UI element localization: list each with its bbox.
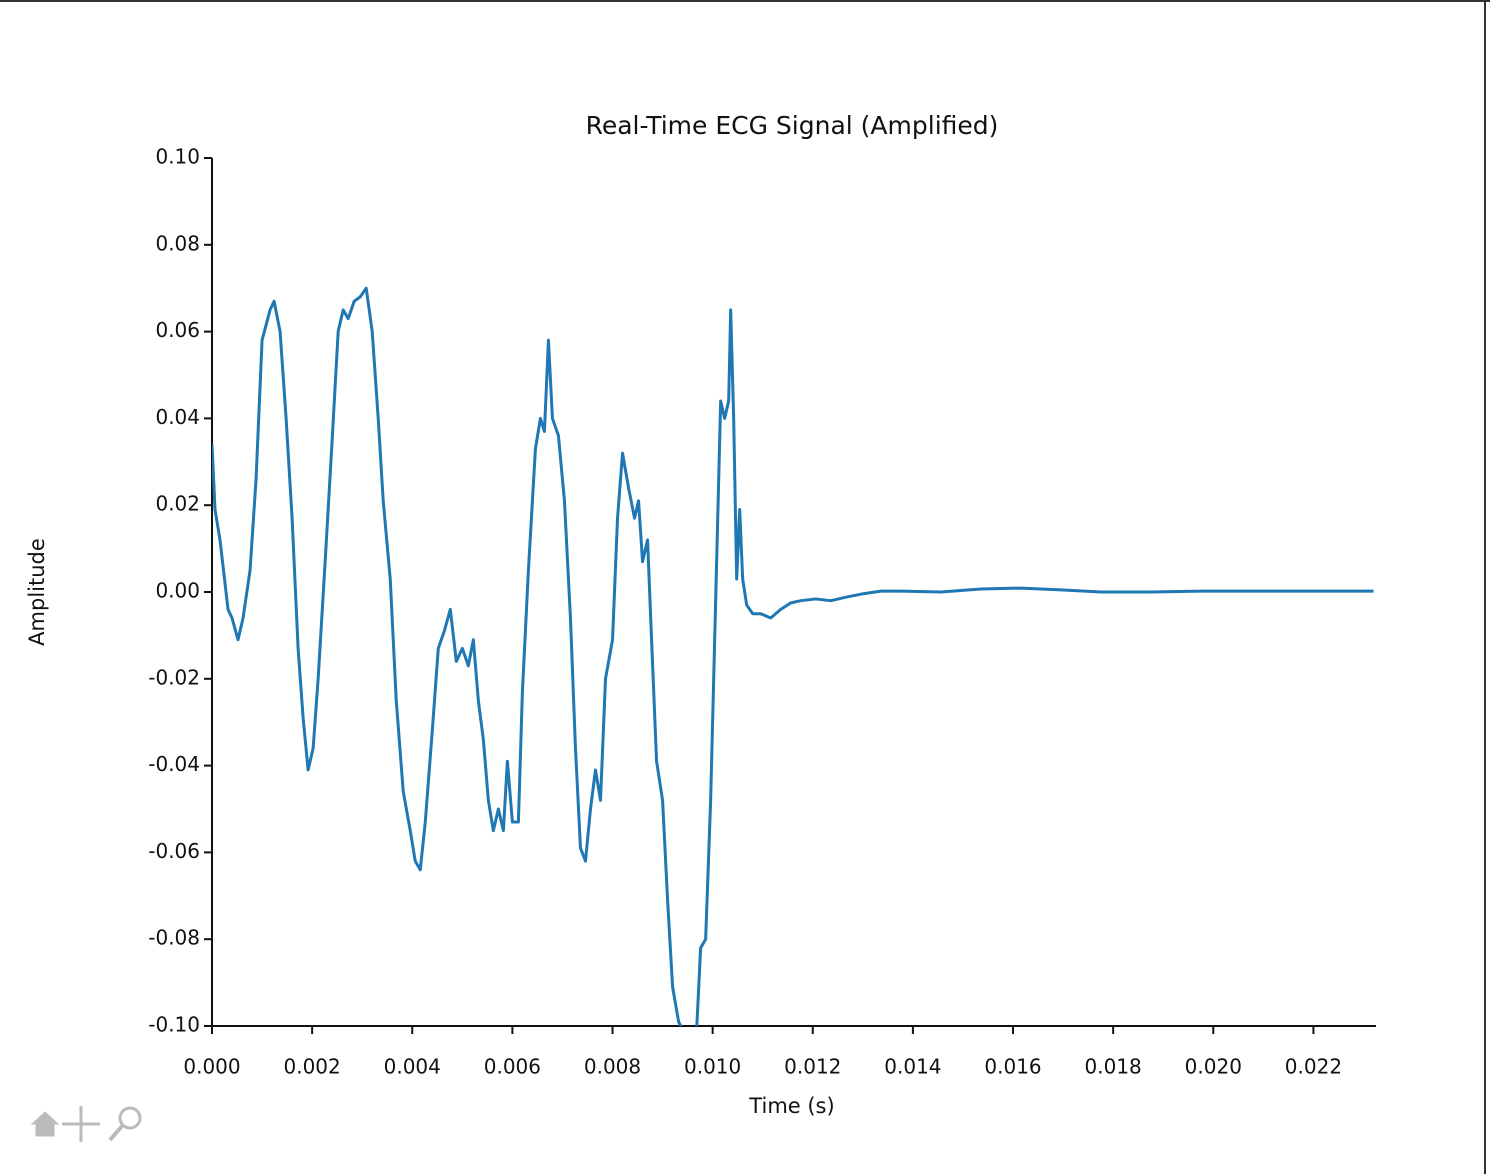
axes: -0.10 -0.08 -0.06 -0.04 -0.02 0.00 0.02 0.04 0.0… (148, 145, 1376, 1079)
y-tick-label: 0.00 (155, 579, 200, 603)
home-icon[interactable] (30, 1111, 60, 1137)
x-tick-label: 0.010 (684, 1055, 741, 1079)
x-tick-label: 0.016 (984, 1055, 1041, 1079)
pan-icon[interactable] (62, 1106, 100, 1142)
y-tick-label: 0.06 (155, 318, 200, 342)
toolbar (30, 1106, 142, 1142)
x-tick-label: 0.022 (1285, 1055, 1342, 1079)
y-tick-label: -0.06 (148, 839, 200, 863)
y-tick-label: -0.04 (148, 752, 200, 776)
x-tick-label: 0.004 (384, 1055, 441, 1079)
y-axis-label: Amplitude (25, 538, 49, 646)
y-tick-label: 0.10 (155, 145, 200, 169)
x-tick-label: 0.020 (1185, 1055, 1242, 1079)
data-line (212, 286, 1374, 1026)
y-tick-label: -0.02 (148, 665, 200, 689)
y-tick-label: 0.04 (155, 405, 200, 429)
y-tick-label: -0.10 (148, 1013, 200, 1037)
x-tick-label: 0.006 (484, 1055, 541, 1079)
x-tick-label: 0.000 (183, 1055, 240, 1079)
y-tick-label: 0.08 (155, 231, 200, 255)
x-axis-label: Time (s) (748, 1094, 834, 1118)
x-tick-label: 0.008 (584, 1055, 641, 1079)
x-tick-label: 0.018 (1085, 1055, 1142, 1079)
y-tick-label: 0.02 (155, 492, 200, 516)
chart-title: Real-Time ECG Signal (Amplified) (586, 111, 999, 140)
zoom-icon-handle (108, 1124, 124, 1142)
zoom-icon[interactable] (118, 1106, 142, 1130)
x-tick-label: 0.014 (884, 1055, 941, 1079)
x-tick-label: 0.002 (283, 1055, 340, 1079)
x-tick-label: 0.012 (784, 1055, 841, 1079)
y-tick-label: -0.08 (148, 926, 200, 950)
